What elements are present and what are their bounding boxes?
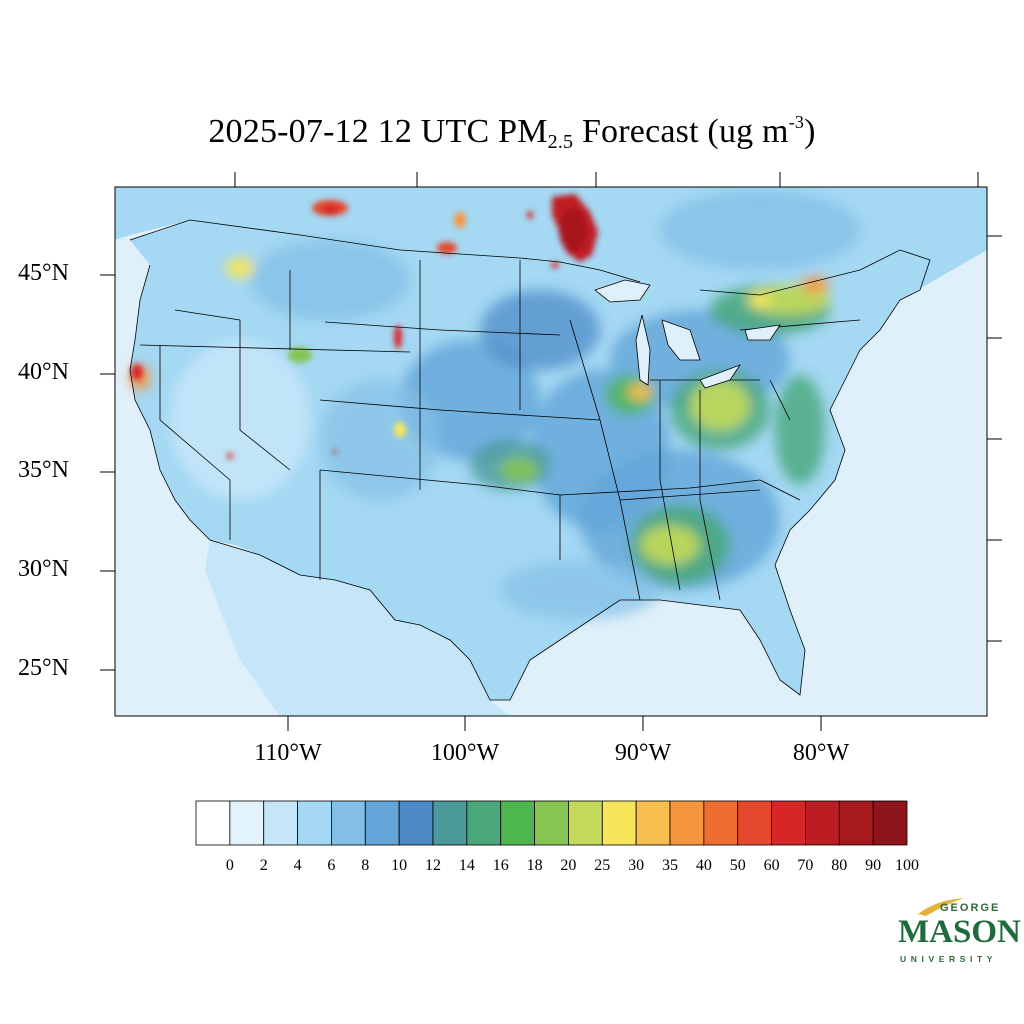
colorbar-swatch — [195, 800, 231, 846]
great-lakes — [594, 279, 781, 389]
colorbar-tick-label: 16 — [492, 857, 509, 874]
colorbar-swatch — [534, 800, 569, 846]
title-superscript: -3 — [788, 112, 805, 132]
colorbar-swatch — [703, 800, 739, 846]
colorbar-swatch — [771, 800, 806, 846]
lat-label-45: 45°N — [18, 260, 69, 286]
state-boundaries — [129, 219, 931, 701]
colorbar-tick-label: 50 — [729, 857, 746, 874]
title-rest: Forecast (ug m — [573, 113, 789, 150]
colorbar-tick-label: 80 — [831, 857, 848, 874]
colorbar-swatch — [601, 800, 637, 846]
colorbar-swatch — [635, 800, 671, 846]
tick-marks — [100, 172, 1002, 731]
map-frame — [114, 186, 988, 717]
colorbar-tick-label: 30 — [628, 857, 645, 874]
colorbar-swatch — [398, 800, 434, 846]
colorbar-swatch — [568, 800, 603, 846]
colorbar-tick-label: 14 — [458, 857, 475, 874]
lat-label-25: 25°N — [18, 655, 69, 681]
lon-label-110w: 110°W — [254, 740, 322, 766]
lon-label-80w: 80°W — [792, 740, 850, 766]
colorbar-tick-label: 6 — [327, 857, 336, 874]
colorbar-tick-label: 18 — [526, 857, 543, 874]
colorbar-swatch — [432, 800, 468, 846]
colorbar-tick-label: 2 — [259, 857, 268, 874]
colorbar-swatch — [872, 800, 908, 846]
colorbar — [195, 800, 908, 846]
colorbar-tick-label: 8 — [361, 857, 370, 874]
colorbar-tick-label: 70 — [797, 857, 814, 874]
colorbar-swatch — [466, 800, 502, 846]
colorbar-swatch — [737, 800, 772, 846]
colorbar-swatch — [838, 800, 874, 846]
lon-label-90w: 90°W — [614, 740, 672, 766]
colorbar-swatch — [364, 800, 400, 846]
colorbar-tick-label: 10 — [391, 857, 408, 874]
lat-label-30: 30°N — [18, 556, 69, 582]
colorbar-swatch — [669, 800, 705, 846]
colorbar-tick-label: 20 — [560, 857, 577, 874]
mexico-land — [205, 540, 510, 716]
colorbar-swatch — [263, 800, 298, 846]
title-main: 2025-07-12 12 UTC PM — [208, 113, 548, 150]
colorbar-swatch — [331, 800, 366, 846]
concentration-field — [130, 190, 860, 620]
logo-mason: MASON — [898, 914, 1021, 950]
lat-label-35: 35°N — [18, 457, 69, 483]
colorbar-swatch — [805, 800, 840, 846]
logo-university: UNIVERSITY — [900, 954, 998, 964]
lat-label-40: 40°N — [18, 359, 69, 385]
colorbar-tick-label: 12 — [425, 857, 441, 874]
gmu-logo: GEORGE MASON UNIVERSITY — [896, 898, 1021, 970]
colorbar-tick-label: 0 — [225, 857, 234, 874]
colorbar-tick-label: 25 — [594, 857, 611, 874]
colorbar-tick-label: 60 — [763, 857, 780, 874]
colorbar-tick-label: 40 — [695, 857, 712, 874]
colorbar-tick-label: 4 — [293, 857, 302, 874]
colorbar-tick-label: 90 — [865, 857, 882, 874]
hotspots — [131, 194, 598, 459]
colorbar-tick-label: 100 — [895, 857, 919, 874]
colorbar-swatch — [500, 800, 535, 846]
colorbar-swatch — [297, 800, 332, 846]
logo-george: GEORGE — [940, 902, 1001, 914]
chart-title: 2025-07-12 12 UTC PM2.5 Forecast (ug m-3… — [0, 112, 1024, 154]
lon-label-100w: 100°W — [430, 740, 500, 766]
colorbar-tick-label: 35 — [662, 857, 678, 874]
colorbar-swatch — [229, 800, 265, 846]
title-close: ) — [804, 113, 816, 150]
title-subscript: 2.5 — [547, 131, 574, 153]
logo-swoosh-icon — [918, 898, 964, 916]
map-field — [115, 187, 987, 716]
